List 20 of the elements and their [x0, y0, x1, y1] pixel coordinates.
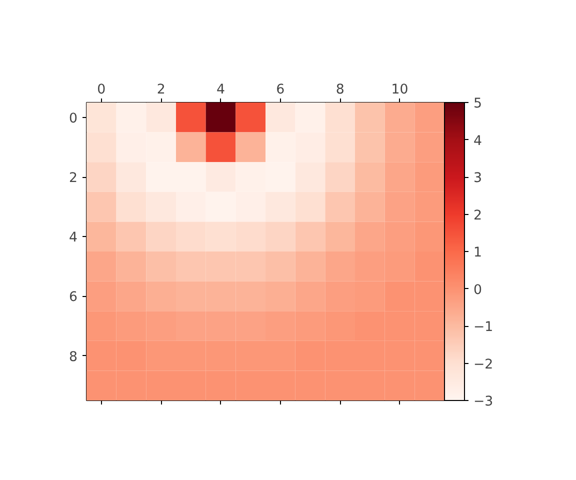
- color-bar-label: 3: [474, 171, 482, 186]
- color-bar-label: 5: [474, 96, 482, 112]
- y-tick-label: 2: [69, 171, 78, 186]
- y-tick-label: 8: [69, 350, 78, 365]
- x-tick-label: 10: [391, 82, 408, 98]
- color-bar-label: 1: [474, 246, 482, 260]
- y-tick-label: 0: [69, 111, 78, 126]
- color-bar-label: −1: [474, 320, 494, 335]
- y-tick-label: 6: [69, 290, 78, 306]
- y-tick-label: 4: [69, 230, 78, 246]
- color-bar-label: 2: [474, 208, 482, 224]
- color-bar-label: 4: [474, 134, 482, 149]
- x-tick-label: 8: [336, 82, 344, 98]
- x-tick-label: 4: [216, 82, 225, 98]
- color-bar-label: 0: [474, 282, 482, 298]
- color-bar-label: −2: [474, 357, 494, 372]
- x-tick-label: 2: [156, 82, 166, 98]
- x-tick-label: 0: [97, 82, 106, 98]
- x-tick-label: 6: [276, 82, 285, 98]
- color-bar-label: −3: [474, 394, 494, 410]
